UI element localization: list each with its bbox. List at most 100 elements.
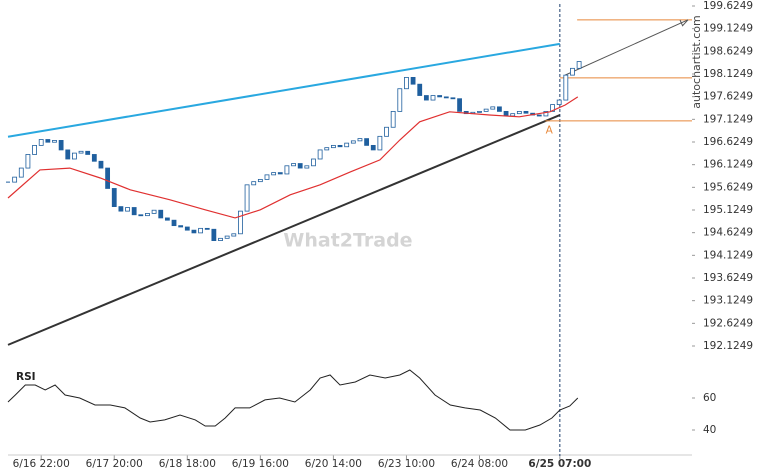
y-tick-label: 197.6249 (703, 91, 753, 103)
candle (224, 235, 230, 239)
candle (204, 227, 210, 230)
candle (523, 110, 529, 114)
candle (377, 135, 383, 151)
candle (370, 144, 376, 151)
candle (264, 174, 270, 180)
rsi-line (7, 369, 579, 431)
candle (85, 150, 91, 155)
candle (184, 226, 190, 231)
x-tick-label: 6/23 10:00 (378, 458, 435, 470)
candle (556, 99, 562, 105)
candle (423, 95, 429, 101)
candle (490, 106, 496, 110)
source-label: autochartist.com (690, 15, 703, 108)
candle (543, 110, 549, 117)
candle (25, 154, 31, 169)
candle (390, 110, 396, 128)
candle (151, 209, 157, 214)
candle (271, 172, 277, 176)
point-label: A (546, 124, 554, 136)
x-tick-label: 6/19 16:00 (232, 458, 289, 470)
candle (65, 149, 71, 160)
candle (52, 140, 57, 143)
candle (125, 207, 130, 212)
candle (244, 184, 250, 212)
candle (503, 110, 509, 117)
y-tick-label: 192.1249 (703, 340, 753, 352)
candle (158, 209, 164, 219)
candle (337, 144, 343, 148)
rsi-title: RSI (16, 371, 36, 383)
candle (105, 167, 111, 189)
candle (563, 74, 569, 101)
candle (357, 138, 363, 142)
candle (430, 95, 436, 101)
candle (410, 76, 416, 85)
candle (404, 76, 409, 90)
candle (12, 176, 18, 183)
candle (164, 217, 170, 221)
x-tick-label: 6/17 20:00 (86, 458, 143, 470)
candle (437, 95, 443, 98)
candle (18, 167, 24, 178)
y-tick-label: 199.6249 (703, 0, 753, 12)
y-tick-label: 196.6249 (703, 136, 753, 148)
candle (218, 237, 223, 241)
candle (536, 114, 542, 117)
x-tick-label: 6/25 07:00 (528, 458, 591, 470)
candle (350, 140, 356, 144)
candle (324, 147, 330, 151)
candle (145, 212, 150, 217)
candle (510, 113, 516, 117)
y-tick-label: 196.1249 (703, 159, 753, 171)
candle (550, 104, 555, 112)
trendline (7, 114, 561, 346)
candle (38, 139, 44, 146)
candle (450, 97, 456, 100)
y-tick-label: 194.6249 (703, 227, 753, 239)
x-tick-label: 6/24 08:00 (451, 458, 508, 470)
candle (364, 138, 370, 146)
candle (297, 163, 303, 169)
candle (570, 67, 575, 76)
y-tick-label: 194.1249 (703, 249, 753, 261)
y-tick-label: 198.6249 (703, 45, 753, 57)
candle (45, 139, 51, 143)
candle (98, 160, 104, 169)
candle (483, 108, 489, 112)
y-tick-label: 198.1249 (703, 68, 753, 80)
y-tick-label: 192.6249 (703, 317, 753, 329)
trendline (7, 42, 561, 138)
candle (277, 172, 283, 175)
candle (198, 227, 203, 234)
candle (304, 165, 310, 169)
candle (477, 110, 482, 113)
watermark: What2Trade (283, 230, 412, 252)
candle (138, 214, 144, 217)
candle (291, 163, 296, 167)
y-tick-label: 193.1249 (703, 295, 753, 307)
candle (257, 178, 263, 183)
arrow-line (564, 19, 689, 76)
x-tick-label: 6/16 22:00 (13, 458, 70, 470)
arrow-head (679, 19, 689, 27)
candle (111, 188, 117, 207)
candle (78, 150, 84, 154)
moving-average-line (7, 96, 579, 219)
candle (131, 207, 137, 216)
candle (384, 126, 389, 137)
y-tick-label: 60 (703, 392, 716, 404)
candle (32, 144, 37, 155)
candle (457, 98, 462, 112)
candle (576, 61, 582, 69)
candle (72, 152, 77, 160)
candle (91, 154, 97, 162)
candle (497, 106, 502, 112)
candle (417, 83, 423, 96)
candle (344, 142, 350, 148)
candle (118, 206, 124, 212)
candle (238, 210, 243, 235)
candle (311, 158, 316, 167)
